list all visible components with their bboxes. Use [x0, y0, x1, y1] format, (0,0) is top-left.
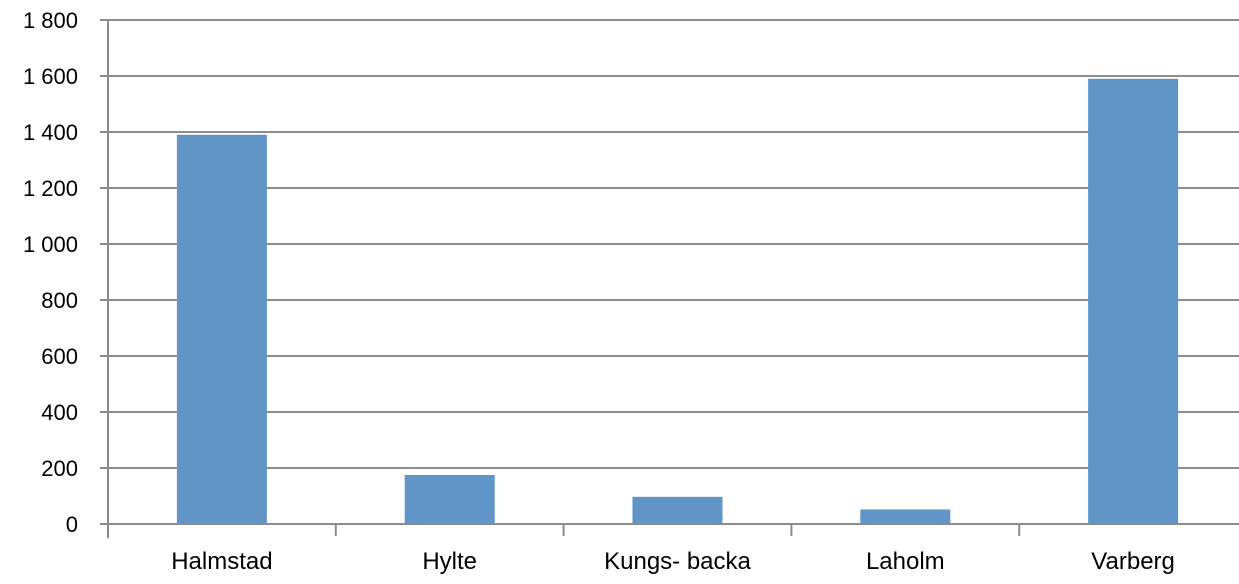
bar — [632, 496, 723, 524]
x-category-label: Halmstad — [171, 548, 272, 575]
y-tick-label: 1 400 — [23, 120, 78, 145]
y-tick-label: 0 — [66, 512, 78, 537]
bar — [1088, 78, 1179, 525]
y-tick-label: 1 000 — [23, 232, 78, 257]
bar — [176, 134, 267, 525]
bars — [176, 78, 1179, 525]
y-tick-label: 800 — [41, 288, 78, 313]
x-category-label: Hylte — [422, 548, 477, 575]
x-category-label: Laholm — [866, 548, 945, 575]
y-tick-label: 1 800 — [23, 8, 78, 33]
x-category-label: Kungs- backa — [604, 548, 751, 575]
axes — [100, 19, 1239, 538]
y-tick-label: 400 — [41, 400, 78, 425]
gridlines — [108, 19, 1239, 469]
bar — [404, 475, 495, 524]
x-category-labels: Halmstad Hylte Kungs- backa Laholm Varberg — [171, 548, 1175, 575]
y-tick-label: 1 200 — [23, 176, 78, 201]
y-tick-label: 600 — [41, 344, 78, 369]
y-tick-label: 200 — [41, 456, 78, 481]
y-tick-labels: 0 200 400 600 800 1 000 1 200 1 400 1 600 1 800 — [23, 8, 78, 537]
x-category-label: Varberg — [1091, 548, 1175, 575]
bar — [860, 509, 951, 524]
y-tick-label: 1 600 — [23, 64, 78, 89]
